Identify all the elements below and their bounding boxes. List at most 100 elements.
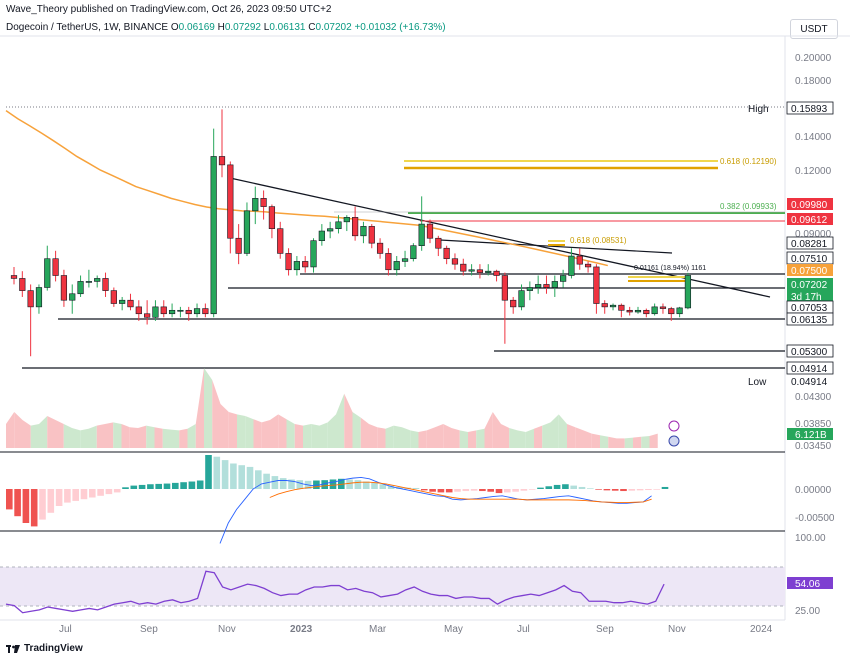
macd-histogram-bar — [30, 489, 38, 527]
macd-histogram-bar — [288, 479, 295, 489]
x-tick-label: Mar — [369, 624, 387, 635]
volume-area-segment — [303, 424, 312, 448]
candle-body — [277, 228, 284, 254]
volume-area-segment — [542, 422, 551, 448]
candle-body — [343, 217, 350, 223]
y-tick-label: 0.12000 — [795, 166, 832, 177]
volume-area-segment — [567, 424, 576, 448]
macd-histogram-bar — [404, 487, 411, 489]
candle-body — [152, 306, 159, 318]
candle-body — [185, 309, 192, 315]
macd-histogram-bar — [22, 489, 30, 523]
volume-area-segment — [105, 422, 114, 448]
y-tick-label: 0.20000 — [795, 53, 832, 64]
volume-area-segment — [80, 428, 89, 448]
volume-area-segment — [253, 419, 262, 448]
candle-body — [401, 258, 409, 262]
macd-histogram-bar — [97, 489, 104, 496]
candle-body — [352, 217, 359, 237]
macd-histogram-bar — [205, 455, 212, 489]
candle-body — [235, 237, 242, 254]
lightning-event-icon — [668, 420, 680, 432]
candle-body — [584, 263, 592, 268]
flag-event-icon — [668, 435, 680, 447]
volume-area-segment — [63, 424, 72, 448]
volume-area-segment — [121, 424, 130, 448]
macd-histogram-bar — [113, 489, 121, 493]
candle-body — [435, 237, 442, 249]
open-value: 0.06169 — [178, 22, 215, 33]
price-label-value: 0.09980 — [791, 200, 828, 211]
volume-area-segment — [550, 414, 559, 448]
macd-histogram-bar — [462, 489, 470, 492]
macd-histogram-bar — [304, 480, 312, 489]
volume-area-segment — [179, 428, 188, 448]
price-label-value: 0.04914 — [791, 364, 828, 375]
candle-body — [243, 210, 251, 254]
candle-body — [518, 290, 525, 308]
volume-area-segment — [624, 437, 633, 448]
candle-body — [335, 221, 342, 229]
x-tick-label: 2024 — [750, 624, 773, 635]
volume-area-segment — [55, 420, 64, 448]
candle-body — [218, 156, 226, 166]
candle-body — [501, 275, 508, 301]
price-label-value: 0.07510 — [791, 254, 828, 265]
footer-brand[interactable]: TradingView — [6, 643, 83, 654]
candle-body — [601, 303, 608, 308]
candle-body — [568, 255, 575, 276]
candle-body — [643, 309, 650, 315]
y-tick-label: 0.04300 — [795, 392, 832, 403]
tradingview-logo-icon — [6, 644, 20, 653]
candle-body — [468, 269, 475, 272]
high-label: H — [217, 22, 225, 33]
change-value: +0.01032 (+16.73%) — [354, 22, 446, 33]
open-label: O — [170, 22, 179, 33]
rsi-band — [0, 567, 785, 606]
macd-histogram-bar — [155, 483, 162, 489]
candle-body — [526, 287, 533, 291]
volume-area-segment — [591, 433, 600, 448]
descending-trendline — [229, 177, 771, 298]
candle-body — [426, 223, 434, 239]
volume-area-segment — [509, 428, 518, 448]
price-label-box — [787, 290, 833, 302]
macd-histogram-bar — [504, 489, 511, 493]
x-tick-label: Jul — [59, 624, 72, 635]
currency-button[interactable]: USDT — [790, 19, 838, 39]
volume-area-segment — [187, 424, 196, 448]
volume-area-segment — [633, 436, 642, 448]
volume-area-segment — [72, 428, 81, 448]
fib-0-618-mid-annotation: 0.618 (0.08531) — [570, 236, 627, 245]
candle-body — [385, 253, 392, 271]
x-tick-label: Sep — [596, 624, 614, 635]
macd-line — [219, 476, 652, 544]
candle-body — [476, 269, 484, 273]
candle-body — [110, 290, 117, 304]
candle-body — [318, 230, 325, 241]
macd-histogram-bar — [396, 486, 403, 489]
volume-area-segment — [336, 393, 345, 448]
volume-area-segment — [410, 430, 419, 448]
macd-histogram-bar — [603, 489, 611, 491]
volume-area-segment — [534, 425, 543, 448]
macd-histogram-bar — [636, 489, 644, 491]
y-tick-label: 0.03850 — [795, 419, 832, 430]
volume-area-segment — [319, 422, 328, 448]
volume-label-value: 6.121B — [795, 430, 827, 441]
candle-body — [393, 261, 400, 271]
candle-body — [144, 313, 151, 318]
price-label-box — [786, 101, 834, 115]
candle-body — [44, 258, 51, 288]
rsi-tick-label: 100.00 — [795, 533, 826, 544]
volume-area-segment — [583, 430, 592, 448]
candle-body — [576, 255, 583, 265]
macd-histogram-bar — [545, 486, 553, 489]
volume-area-segment — [402, 427, 411, 448]
macd-histogram-bar — [64, 489, 71, 503]
candle-body — [626, 309, 633, 313]
volume-area-segment — [649, 433, 658, 448]
candle-body — [52, 258, 59, 276]
macd-histogram-bar — [387, 485, 395, 489]
